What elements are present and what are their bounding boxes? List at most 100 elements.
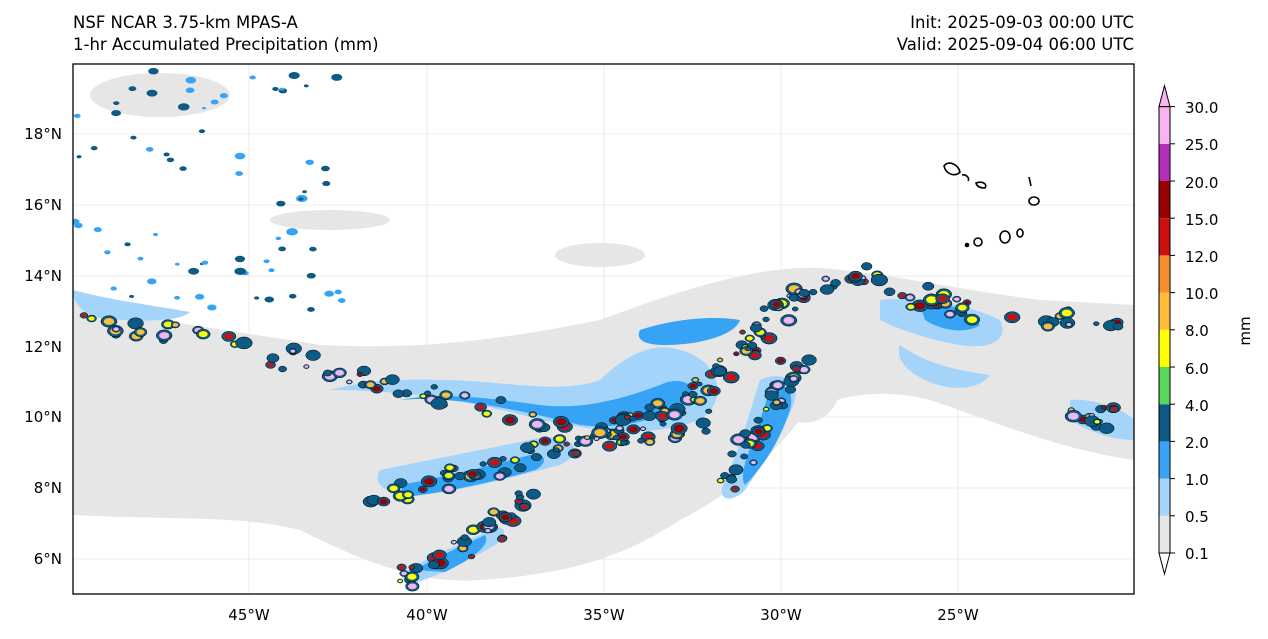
lon-tick-label: 30°W — [760, 606, 802, 624]
colorbar-segment — [1159, 106, 1170, 144]
convective-cell — [808, 289, 818, 296]
convective-core — [1061, 309, 1072, 317]
convective-cell — [235, 336, 253, 350]
convective-core — [1102, 406, 1107, 409]
convective-core — [501, 514, 510, 521]
convective-cell — [801, 354, 817, 366]
convective-core — [718, 479, 723, 483]
lat-tick-label: 16°N — [24, 196, 62, 214]
convective-core — [1043, 323, 1053, 330]
colorbar-label: 1.0 — [1185, 471, 1209, 489]
convective-core — [629, 426, 638, 433]
convective-core — [751, 460, 756, 465]
map-frame — [72, 63, 1135, 595]
convective-cell — [166, 157, 175, 163]
convective-cell — [185, 87, 195, 93]
convective-cell — [759, 305, 769, 312]
colorbar-label: 4.0 — [1185, 397, 1209, 415]
convective-core — [159, 332, 170, 339]
convective-core — [444, 473, 453, 479]
convective-cell — [306, 272, 316, 279]
convective-cell — [137, 256, 144, 261]
convective-core — [530, 412, 536, 417]
convective-core — [452, 540, 456, 544]
convective-cell — [76, 155, 82, 159]
convective-core — [521, 504, 528, 509]
convective-core — [746, 336, 753, 341]
convective-core — [594, 437, 599, 440]
convective-core — [172, 323, 179, 327]
convective-cell — [744, 346, 751, 352]
convective-cell — [727, 450, 737, 458]
convective-cell — [701, 427, 711, 435]
convective-core — [907, 304, 915, 310]
convective-core — [783, 316, 794, 324]
convective-core — [726, 373, 737, 381]
convective-core — [653, 400, 663, 407]
lat-tick-label: 8°N — [34, 479, 62, 497]
convective-cell — [324, 290, 335, 297]
convective-cell — [278, 246, 287, 252]
convective-core — [646, 439, 654, 445]
convective-cell — [174, 262, 180, 266]
convective-cell — [530, 453, 542, 462]
convective-core — [434, 551, 444, 558]
convective-cell — [705, 408, 713, 414]
convective-cell — [749, 323, 763, 333]
convective-cell — [147, 278, 157, 285]
colorbar-min-extension — [1158, 552, 1171, 576]
convective-cell — [298, 197, 304, 201]
convective-cell — [740, 441, 751, 449]
convective-core — [899, 293, 906, 298]
convective-core — [489, 459, 500, 466]
colorbar-max-extension — [1158, 83, 1171, 108]
convective-core — [594, 429, 606, 437]
convective-core — [564, 442, 569, 446]
convective-cell — [145, 147, 154, 152]
convective-cell — [124, 242, 131, 247]
lon-tick-label: 35°W — [583, 606, 625, 624]
convective-cell — [110, 286, 117, 291]
convective-cell — [275, 236, 282, 241]
convective-cell — [104, 250, 111, 255]
colorbar-unit: mm — [1236, 316, 1254, 345]
convective-core — [419, 487, 426, 492]
convective-cell — [188, 267, 200, 275]
convective-cell — [305, 349, 321, 361]
convective-core — [541, 438, 549, 444]
convective-core — [304, 365, 309, 368]
convective-cell — [525, 488, 541, 500]
convective-cell — [688, 391, 698, 398]
convective-cell — [249, 75, 256, 80]
convective-core — [366, 382, 375, 388]
colorbar-segment — [1159, 181, 1170, 219]
convective-cell — [514, 463, 527, 473]
convective-core — [772, 301, 781, 308]
colorbar-segment — [1159, 329, 1170, 367]
convective-cell — [185, 76, 197, 84]
map-plot-area — [73, 64, 1134, 594]
convective-cell — [90, 145, 98, 151]
convective-core — [468, 471, 477, 477]
convective-cell — [302, 190, 307, 194]
convective-core — [398, 565, 405, 570]
convective-core — [401, 571, 407, 576]
convective-cell — [1112, 322, 1124, 331]
convective-cell — [753, 416, 763, 424]
convective-cell — [870, 273, 888, 287]
colorbar-segment — [1159, 367, 1170, 405]
convective-core — [673, 424, 685, 433]
colorbar-segment — [1159, 404, 1170, 442]
convective-core — [617, 426, 623, 430]
convective-core — [198, 331, 208, 338]
convective-core — [695, 397, 705, 404]
convective-cell — [111, 110, 121, 117]
convective-cell — [696, 381, 703, 387]
convective-cell — [93, 227, 102, 233]
convective-core — [267, 362, 274, 367]
convective-core — [625, 415, 630, 419]
convective-core — [163, 321, 173, 328]
convective-cell — [268, 268, 275, 273]
convective-core — [483, 411, 491, 416]
